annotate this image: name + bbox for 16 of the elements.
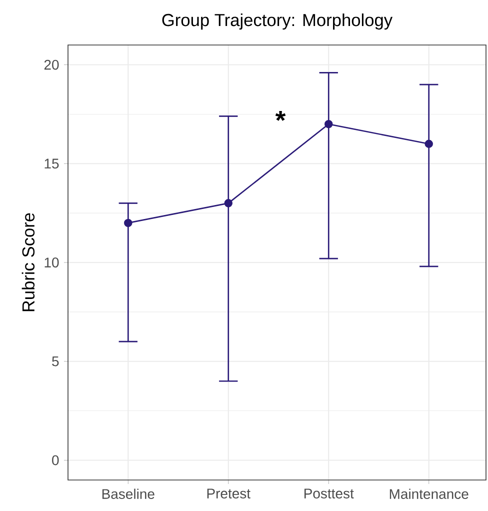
y-tick-label: 0 [52,455,59,466]
y-tick-label: 5 [52,356,59,366]
x-tick-label: Baseline [102,488,154,499]
annotation: * [275,110,286,121]
point [124,218,132,228]
chart-title: Group Trajectory: Morphology [162,13,393,30]
point [324,120,333,128]
x-tick-label: Maintenance [390,488,468,499]
y-tick-label: 10 [44,258,59,268]
y-tick-label: 20 [44,60,59,70]
point [224,199,233,208]
y-tick-label: 15 [44,158,59,169]
x-tick-label: Posttest [304,488,354,498]
point [424,140,433,148]
x-tick-label: Pretest [207,488,250,498]
y-axis-title: Rubric Score [22,213,35,312]
